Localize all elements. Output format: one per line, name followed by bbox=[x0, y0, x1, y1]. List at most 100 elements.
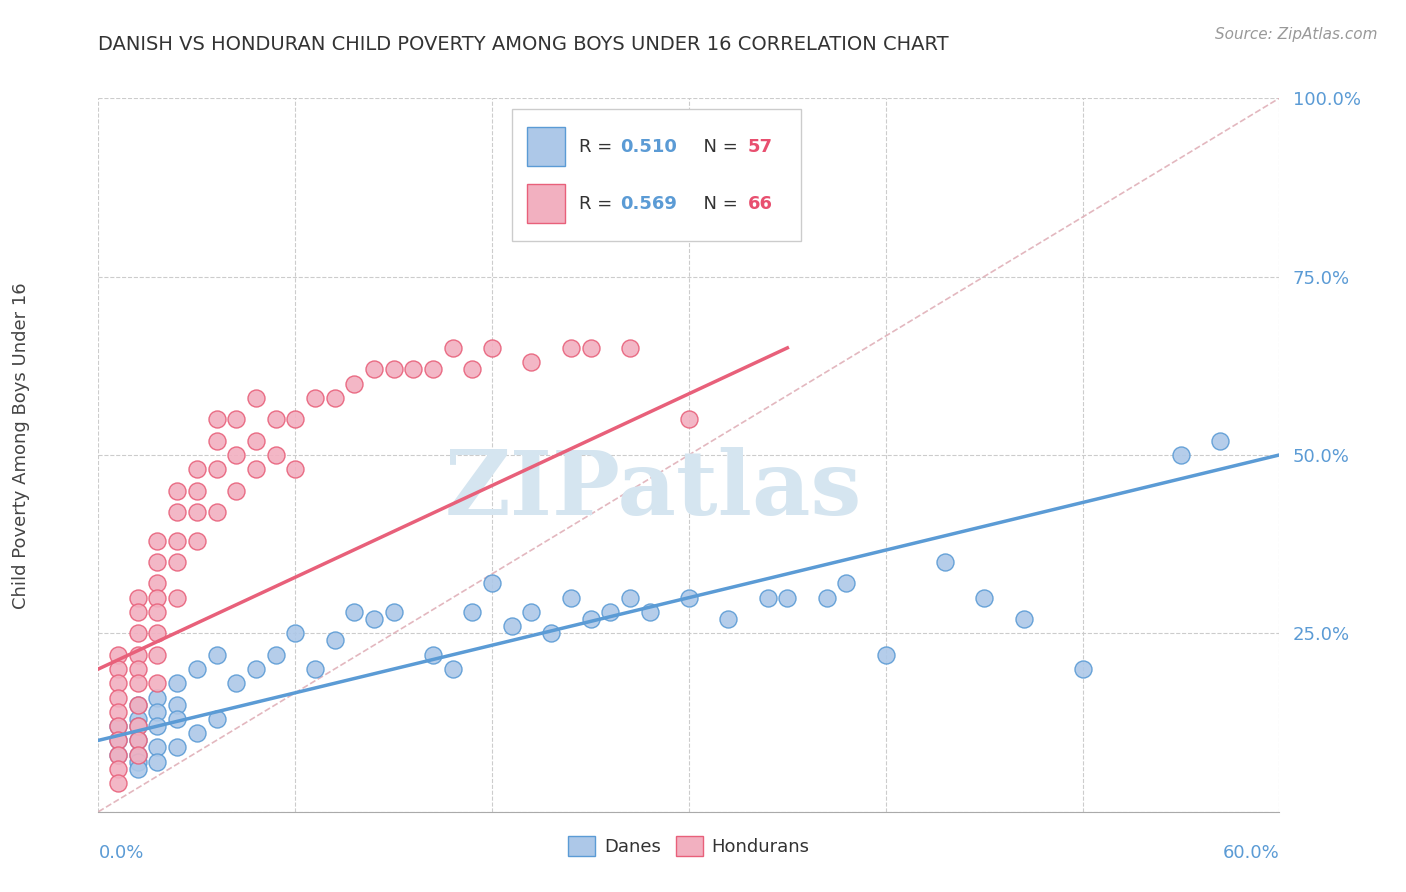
Point bbox=[146, 705, 169, 719]
Point bbox=[363, 362, 385, 376]
Point bbox=[146, 690, 169, 705]
Point bbox=[225, 412, 247, 426]
Point bbox=[382, 362, 405, 376]
Point bbox=[146, 719, 169, 733]
Point bbox=[264, 412, 287, 426]
Point bbox=[441, 662, 464, 676]
Point bbox=[166, 505, 188, 519]
Point bbox=[107, 719, 129, 733]
Point bbox=[245, 434, 267, 448]
Point bbox=[146, 676, 169, 690]
Point bbox=[422, 362, 444, 376]
FancyBboxPatch shape bbox=[512, 109, 801, 241]
Point bbox=[343, 376, 366, 391]
Point bbox=[225, 676, 247, 690]
Point bbox=[264, 448, 287, 462]
Point bbox=[520, 355, 543, 369]
FancyBboxPatch shape bbox=[527, 127, 565, 166]
Point bbox=[363, 612, 385, 626]
Point bbox=[107, 648, 129, 662]
Point bbox=[127, 733, 149, 747]
Point bbox=[225, 483, 247, 498]
Text: 0.569: 0.569 bbox=[620, 194, 678, 212]
Point bbox=[186, 726, 208, 740]
Point bbox=[520, 605, 543, 619]
Text: 66: 66 bbox=[748, 194, 773, 212]
Point bbox=[186, 533, 208, 548]
Point bbox=[245, 662, 267, 676]
Point bbox=[560, 591, 582, 605]
Point bbox=[205, 434, 228, 448]
Point bbox=[756, 591, 779, 605]
Point bbox=[382, 605, 405, 619]
Point bbox=[127, 755, 149, 769]
Point bbox=[875, 648, 897, 662]
Point bbox=[127, 698, 149, 712]
Point bbox=[264, 648, 287, 662]
Point bbox=[323, 633, 346, 648]
Point bbox=[501, 619, 523, 633]
Point bbox=[186, 505, 208, 519]
Point bbox=[422, 648, 444, 662]
Point bbox=[127, 662, 149, 676]
Point bbox=[205, 505, 228, 519]
Point bbox=[186, 483, 208, 498]
Point bbox=[166, 698, 188, 712]
Point bbox=[146, 533, 169, 548]
FancyBboxPatch shape bbox=[527, 184, 565, 223]
Legend: Danes, Hondurans: Danes, Hondurans bbox=[561, 829, 817, 863]
Point bbox=[599, 605, 621, 619]
Point bbox=[205, 648, 228, 662]
Point bbox=[1071, 662, 1094, 676]
Point bbox=[127, 605, 149, 619]
Point bbox=[127, 626, 149, 640]
Text: 60.0%: 60.0% bbox=[1223, 844, 1279, 862]
Point bbox=[107, 690, 129, 705]
Point bbox=[107, 747, 129, 762]
Point bbox=[166, 740, 188, 755]
Point bbox=[205, 412, 228, 426]
Point bbox=[107, 762, 129, 776]
Text: Source: ZipAtlas.com: Source: ZipAtlas.com bbox=[1215, 27, 1378, 42]
Point bbox=[1170, 448, 1192, 462]
Point bbox=[146, 740, 169, 755]
Point bbox=[107, 676, 129, 690]
Point bbox=[127, 733, 149, 747]
Point bbox=[579, 612, 602, 626]
Point bbox=[205, 462, 228, 476]
Point bbox=[166, 712, 188, 726]
Point bbox=[146, 626, 169, 640]
Point bbox=[107, 662, 129, 676]
Point bbox=[245, 462, 267, 476]
Point bbox=[146, 605, 169, 619]
Point bbox=[776, 591, 799, 605]
Point bbox=[284, 412, 307, 426]
Point bbox=[1012, 612, 1035, 626]
Point bbox=[619, 591, 641, 605]
Point bbox=[304, 662, 326, 676]
Point bbox=[205, 712, 228, 726]
Point bbox=[579, 341, 602, 355]
Point bbox=[461, 605, 484, 619]
Point bbox=[973, 591, 995, 605]
Text: N =: N = bbox=[693, 137, 744, 155]
Point bbox=[127, 712, 149, 726]
Point bbox=[166, 483, 188, 498]
Text: Child Poverty Among Boys Under 16: Child Poverty Among Boys Under 16 bbox=[13, 283, 30, 609]
Point bbox=[343, 605, 366, 619]
Point bbox=[540, 626, 562, 640]
Point bbox=[402, 362, 425, 376]
Point bbox=[127, 676, 149, 690]
Point bbox=[127, 747, 149, 762]
Point bbox=[107, 776, 129, 790]
Text: R =: R = bbox=[579, 137, 619, 155]
Point bbox=[127, 719, 149, 733]
Point bbox=[166, 555, 188, 569]
Point bbox=[934, 555, 956, 569]
Point bbox=[304, 391, 326, 405]
Point bbox=[678, 591, 700, 605]
Point bbox=[127, 591, 149, 605]
Point bbox=[245, 391, 267, 405]
Point bbox=[127, 719, 149, 733]
Point bbox=[1209, 434, 1232, 448]
